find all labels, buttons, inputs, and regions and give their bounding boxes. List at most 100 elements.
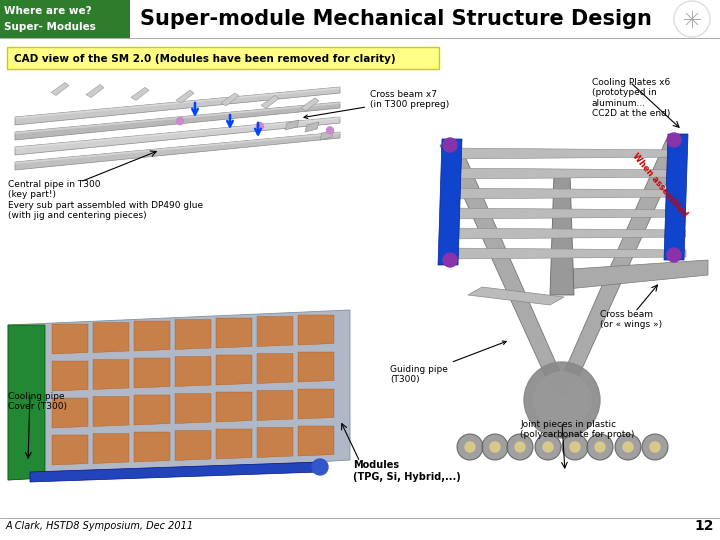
Polygon shape — [52, 361, 88, 391]
Circle shape — [534, 372, 590, 428]
Polygon shape — [257, 428, 293, 457]
Text: 12: 12 — [695, 519, 714, 533]
Polygon shape — [440, 248, 686, 259]
Polygon shape — [15, 102, 340, 134]
Polygon shape — [52, 324, 88, 354]
Polygon shape — [15, 132, 340, 170]
Text: Where are we?: Where are we? — [4, 6, 91, 16]
Circle shape — [562, 434, 588, 460]
Circle shape — [507, 434, 533, 460]
Polygon shape — [15, 102, 340, 140]
Polygon shape — [298, 389, 334, 419]
Polygon shape — [93, 360, 129, 389]
Text: Joint pieces in plastic
(polycarbonate for proto): Joint pieces in plastic (polycarbonate f… — [520, 420, 634, 440]
Circle shape — [587, 434, 613, 460]
Polygon shape — [8, 325, 45, 480]
Text: A Clark, HSTD8 Symposium, Dec 2011: A Clark, HSTD8 Symposium, Dec 2011 — [6, 521, 194, 531]
Polygon shape — [8, 310, 350, 480]
FancyBboxPatch shape — [0, 0, 130, 38]
Circle shape — [443, 138, 457, 152]
Polygon shape — [468, 287, 564, 305]
Polygon shape — [176, 90, 194, 103]
Text: Super-module Mechanical Structure Design: Super-module Mechanical Structure Design — [140, 9, 652, 29]
Polygon shape — [257, 316, 293, 347]
Polygon shape — [216, 429, 252, 459]
Text: Guiding pipe
(T300): Guiding pipe (T300) — [390, 341, 506, 384]
Polygon shape — [557, 260, 708, 290]
Text: Super- Modules: Super- Modules — [4, 22, 96, 32]
Polygon shape — [298, 315, 334, 345]
Circle shape — [482, 434, 508, 460]
Polygon shape — [131, 87, 149, 100]
Polygon shape — [216, 318, 252, 348]
Circle shape — [490, 442, 500, 452]
Polygon shape — [15, 87, 340, 125]
Circle shape — [642, 434, 668, 460]
Polygon shape — [93, 396, 129, 427]
Circle shape — [524, 362, 600, 438]
Polygon shape — [441, 168, 685, 179]
Polygon shape — [15, 132, 340, 164]
Circle shape — [312, 459, 328, 475]
Polygon shape — [86, 85, 104, 98]
Circle shape — [535, 434, 561, 460]
Circle shape — [457, 434, 483, 460]
Polygon shape — [261, 96, 279, 109]
Circle shape — [543, 442, 553, 452]
Polygon shape — [175, 320, 211, 349]
Polygon shape — [134, 321, 170, 351]
Polygon shape — [441, 208, 685, 219]
Polygon shape — [175, 394, 211, 423]
Circle shape — [667, 133, 681, 147]
Circle shape — [570, 442, 580, 452]
Polygon shape — [134, 395, 170, 425]
Polygon shape — [441, 188, 685, 199]
Text: Modules
(TPG, Si, Hybrid,...): Modules (TPG, Si, Hybrid,...) — [353, 460, 461, 482]
Polygon shape — [664, 134, 688, 260]
Circle shape — [176, 118, 184, 125]
Text: When assembled: When assembled — [631, 151, 689, 219]
Circle shape — [515, 442, 525, 452]
Circle shape — [667, 248, 681, 262]
FancyBboxPatch shape — [7, 47, 439, 69]
Polygon shape — [298, 426, 334, 456]
Circle shape — [595, 442, 605, 452]
Polygon shape — [93, 322, 129, 353]
Polygon shape — [440, 145, 570, 395]
Polygon shape — [52, 435, 88, 465]
Text: Cross beam
(or « wings »): Cross beam (or « wings ») — [600, 310, 662, 329]
Polygon shape — [30, 462, 320, 482]
Circle shape — [650, 442, 660, 452]
Circle shape — [326, 127, 333, 134]
Polygon shape — [15, 117, 340, 155]
Text: Cooling pipe
Cover (T300): Cooling pipe Cover (T300) — [8, 392, 67, 411]
Circle shape — [256, 123, 264, 130]
Polygon shape — [298, 352, 334, 382]
Polygon shape — [285, 120, 299, 130]
Polygon shape — [52, 398, 88, 428]
Polygon shape — [550, 175, 574, 295]
Circle shape — [443, 253, 457, 267]
Polygon shape — [442, 148, 684, 159]
Polygon shape — [51, 83, 69, 96]
Polygon shape — [301, 98, 319, 111]
Polygon shape — [257, 390, 293, 421]
Polygon shape — [175, 356, 211, 387]
Polygon shape — [175, 430, 211, 461]
Polygon shape — [15, 117, 340, 149]
Circle shape — [615, 434, 641, 460]
Circle shape — [465, 442, 475, 452]
Polygon shape — [216, 392, 252, 422]
Text: Cooling Plates x6
(prototyped in
aluminum...
CC2D at the end): Cooling Plates x6 (prototyped in aluminu… — [592, 78, 670, 118]
Polygon shape — [15, 87, 340, 119]
Polygon shape — [305, 122, 319, 132]
Polygon shape — [216, 355, 252, 385]
Circle shape — [623, 442, 633, 452]
Polygon shape — [134, 432, 170, 462]
Text: CAD view of the SM 2.0 (Modules have been removed for clarity): CAD view of the SM 2.0 (Modules have bee… — [14, 54, 395, 64]
Polygon shape — [320, 130, 334, 140]
Polygon shape — [257, 354, 293, 383]
Polygon shape — [221, 93, 239, 106]
Polygon shape — [438, 139, 462, 265]
Polygon shape — [134, 358, 170, 388]
